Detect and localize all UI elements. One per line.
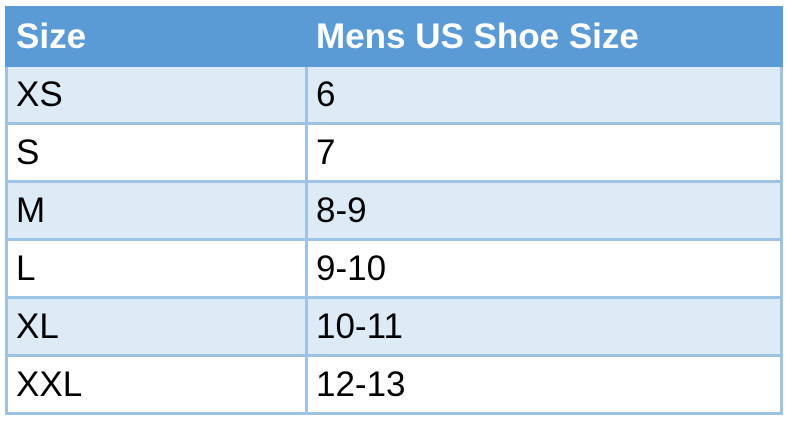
shoe-size-cell: 7 <box>305 122 783 183</box>
header-mens-us-shoe-size: Mens US Shoe Size <box>305 6 783 67</box>
table-row: S 7 <box>5 122 783 183</box>
size-chart-table: Size Mens US Shoe Size XS 6 S 7 M 8-9 L … <box>5 6 783 415</box>
shoe-size-cell: 6 <box>305 64 783 125</box>
size-cell: XS <box>5 64 308 125</box>
header-row: Size Mens US Shoe Size <box>5 6 783 67</box>
size-cell: XL <box>5 296 308 357</box>
table-row: M 8-9 <box>5 180 783 241</box>
table-row: L 9-10 <box>5 238 783 299</box>
shoe-size-cell: 10-11 <box>305 296 783 357</box>
size-cell: S <box>5 122 308 183</box>
table-row: XL 10-11 <box>5 296 783 357</box>
table-row: XXL 12-13 <box>5 354 783 415</box>
header-size: Size <box>5 6 308 67</box>
shoe-size-cell: 12-13 <box>305 354 783 415</box>
size-cell: XXL <box>5 354 308 415</box>
size-cell: M <box>5 180 308 241</box>
size-cell: L <box>5 238 308 299</box>
shoe-size-cell: 8-9 <box>305 180 783 241</box>
table-row: XS 6 <box>5 64 783 125</box>
shoe-size-cell: 9-10 <box>305 238 783 299</box>
